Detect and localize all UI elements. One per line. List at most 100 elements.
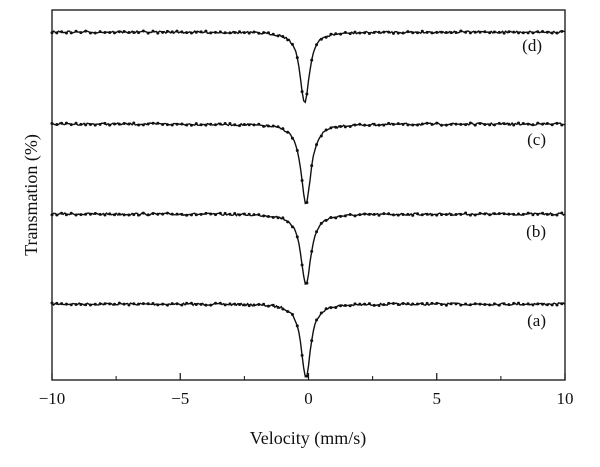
data-point bbox=[550, 303, 554, 307]
data-point bbox=[382, 30, 386, 34]
data-point bbox=[387, 121, 391, 125]
data-point bbox=[454, 31, 458, 35]
data-point bbox=[497, 30, 501, 34]
data-point bbox=[430, 213, 434, 217]
data-point bbox=[98, 212, 102, 216]
data-point bbox=[199, 123, 203, 127]
data-point bbox=[185, 301, 189, 305]
data-point bbox=[165, 123, 169, 127]
data-point bbox=[50, 122, 54, 126]
data-point bbox=[353, 302, 357, 306]
data-point bbox=[367, 124, 371, 128]
data-point bbox=[315, 43, 319, 47]
data-point bbox=[367, 31, 371, 35]
data-point bbox=[358, 213, 362, 217]
data-point bbox=[497, 212, 501, 216]
data-point bbox=[170, 302, 174, 306]
data-point bbox=[247, 304, 251, 308]
data-point bbox=[156, 303, 160, 307]
data-point bbox=[459, 212, 463, 216]
data-point bbox=[146, 213, 150, 217]
data-point bbox=[555, 213, 559, 217]
data-point bbox=[449, 213, 453, 217]
data-point bbox=[440, 123, 444, 127]
data-point bbox=[468, 303, 472, 307]
data-point bbox=[218, 211, 222, 215]
data-point bbox=[262, 124, 266, 128]
data-point bbox=[507, 212, 511, 216]
data-point bbox=[266, 304, 270, 308]
data-point bbox=[305, 374, 309, 378]
data-point bbox=[507, 303, 511, 307]
data-point bbox=[127, 303, 131, 307]
data-point bbox=[189, 301, 193, 305]
data-point bbox=[343, 304, 347, 308]
data-point bbox=[218, 301, 222, 305]
data-point bbox=[247, 123, 251, 127]
data-point bbox=[214, 301, 218, 305]
data-point bbox=[483, 122, 487, 126]
data-point bbox=[454, 122, 458, 126]
data-point bbox=[468, 121, 472, 125]
data-point bbox=[180, 122, 184, 126]
data-point bbox=[363, 31, 367, 35]
data-point bbox=[271, 124, 275, 128]
data-point bbox=[348, 304, 352, 308]
data-point bbox=[228, 212, 232, 216]
data-point bbox=[242, 122, 246, 126]
data-point bbox=[550, 31, 554, 35]
data-point bbox=[512, 301, 516, 305]
data-point bbox=[483, 30, 487, 34]
data-point bbox=[541, 302, 545, 306]
data-point bbox=[536, 121, 540, 125]
data-point bbox=[151, 211, 155, 215]
data-point bbox=[382, 212, 386, 216]
data-point bbox=[209, 122, 213, 126]
data-point bbox=[218, 122, 222, 126]
data-point bbox=[329, 126, 333, 130]
data-point bbox=[377, 213, 381, 217]
data-point bbox=[295, 324, 299, 328]
data-point bbox=[464, 30, 468, 34]
data-point bbox=[223, 211, 227, 215]
data-point bbox=[521, 31, 525, 35]
data-point bbox=[228, 121, 232, 125]
y-axis-title: Transmation (%) bbox=[21, 134, 42, 256]
data-point bbox=[521, 122, 525, 126]
x-axis-ticks bbox=[51, 373, 566, 380]
data-point bbox=[93, 302, 97, 306]
data-point bbox=[84, 29, 88, 33]
data-point bbox=[88, 303, 92, 307]
data-point bbox=[266, 124, 270, 128]
data-point bbox=[300, 90, 304, 94]
data-point bbox=[281, 34, 285, 38]
data-point bbox=[531, 213, 535, 217]
data-point bbox=[113, 122, 117, 126]
data-point bbox=[420, 302, 424, 306]
data-point bbox=[60, 121, 64, 125]
data-point bbox=[444, 31, 448, 35]
data-point bbox=[444, 213, 448, 217]
data-point bbox=[146, 31, 150, 35]
data-point bbox=[502, 122, 506, 126]
data-point bbox=[411, 123, 415, 127]
data-point bbox=[151, 302, 155, 306]
data-point bbox=[161, 302, 165, 306]
data-point bbox=[295, 148, 299, 152]
x-tick-label: −10 bbox=[39, 389, 66, 408]
data-point bbox=[194, 122, 198, 126]
data-point bbox=[69, 211, 73, 215]
data-point bbox=[204, 303, 208, 307]
data-point bbox=[449, 31, 453, 35]
spectrum-line bbox=[51, 121, 566, 205]
data-point bbox=[69, 303, 73, 307]
data-point bbox=[204, 123, 208, 127]
data-point bbox=[343, 125, 347, 129]
data-point bbox=[165, 29, 169, 33]
data-point bbox=[430, 122, 434, 126]
data-point bbox=[348, 32, 352, 36]
data-point bbox=[363, 123, 367, 127]
data-point bbox=[536, 30, 540, 34]
data-point bbox=[170, 30, 174, 34]
